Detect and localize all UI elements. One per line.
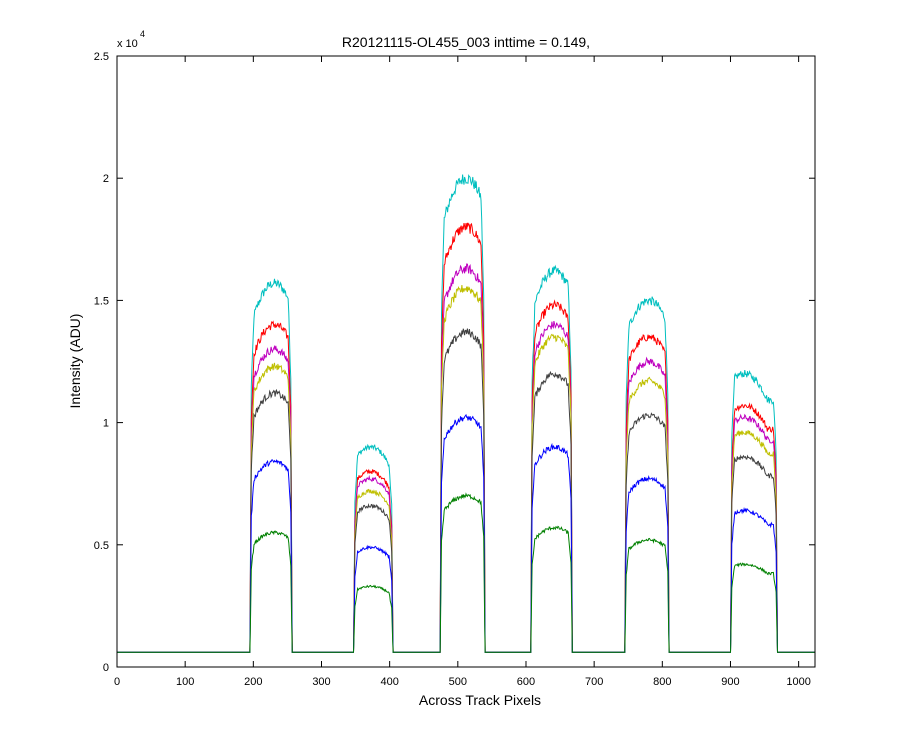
- x-tick-label: 100: [176, 676, 194, 688]
- x-axis-label: Across Track Pixels: [419, 692, 541, 708]
- x-tick-label: 400: [380, 676, 398, 688]
- chart-title: R20121115-OL455_003 inttime = 0.149,: [342, 34, 590, 50]
- x-tick-label: 900: [721, 676, 739, 688]
- y-tick-label: 2: [103, 173, 109, 185]
- y-tick-label: 1: [103, 418, 109, 430]
- y-tick-label: 0: [103, 662, 109, 674]
- y-tick-label: 2.5: [94, 51, 109, 63]
- series-line: [117, 492, 815, 653]
- series-layer: [117, 173, 815, 653]
- x-tick-label: 500: [449, 676, 467, 688]
- x-tick-label: 700: [585, 676, 603, 688]
- y-tick-label: 0.5: [94, 540, 109, 552]
- x-tick-label: 800: [653, 676, 671, 688]
- x-axis: 0 100 200 300 400 500 600 700 800 900 1000: [114, 56, 811, 688]
- y-axis-label: Intensity (ADU): [67, 314, 83, 409]
- y-exponent-power: 4: [140, 29, 145, 39]
- y-axis: 0 0.5 1 1.5 2 2.5: [94, 51, 815, 674]
- x-tick-label: 600: [517, 676, 535, 688]
- x-tick-label: 200: [244, 676, 262, 688]
- plot-background: [117, 56, 815, 667]
- x-tick-label: 300: [312, 676, 330, 688]
- y-exponent-label: x 10: [117, 38, 138, 50]
- x-tick-label: 1000: [786, 676, 810, 688]
- y-tick-label: 1.5: [94, 295, 109, 307]
- x-tick-label: 0: [114, 676, 120, 688]
- plot-frame: [116, 55, 816, 668]
